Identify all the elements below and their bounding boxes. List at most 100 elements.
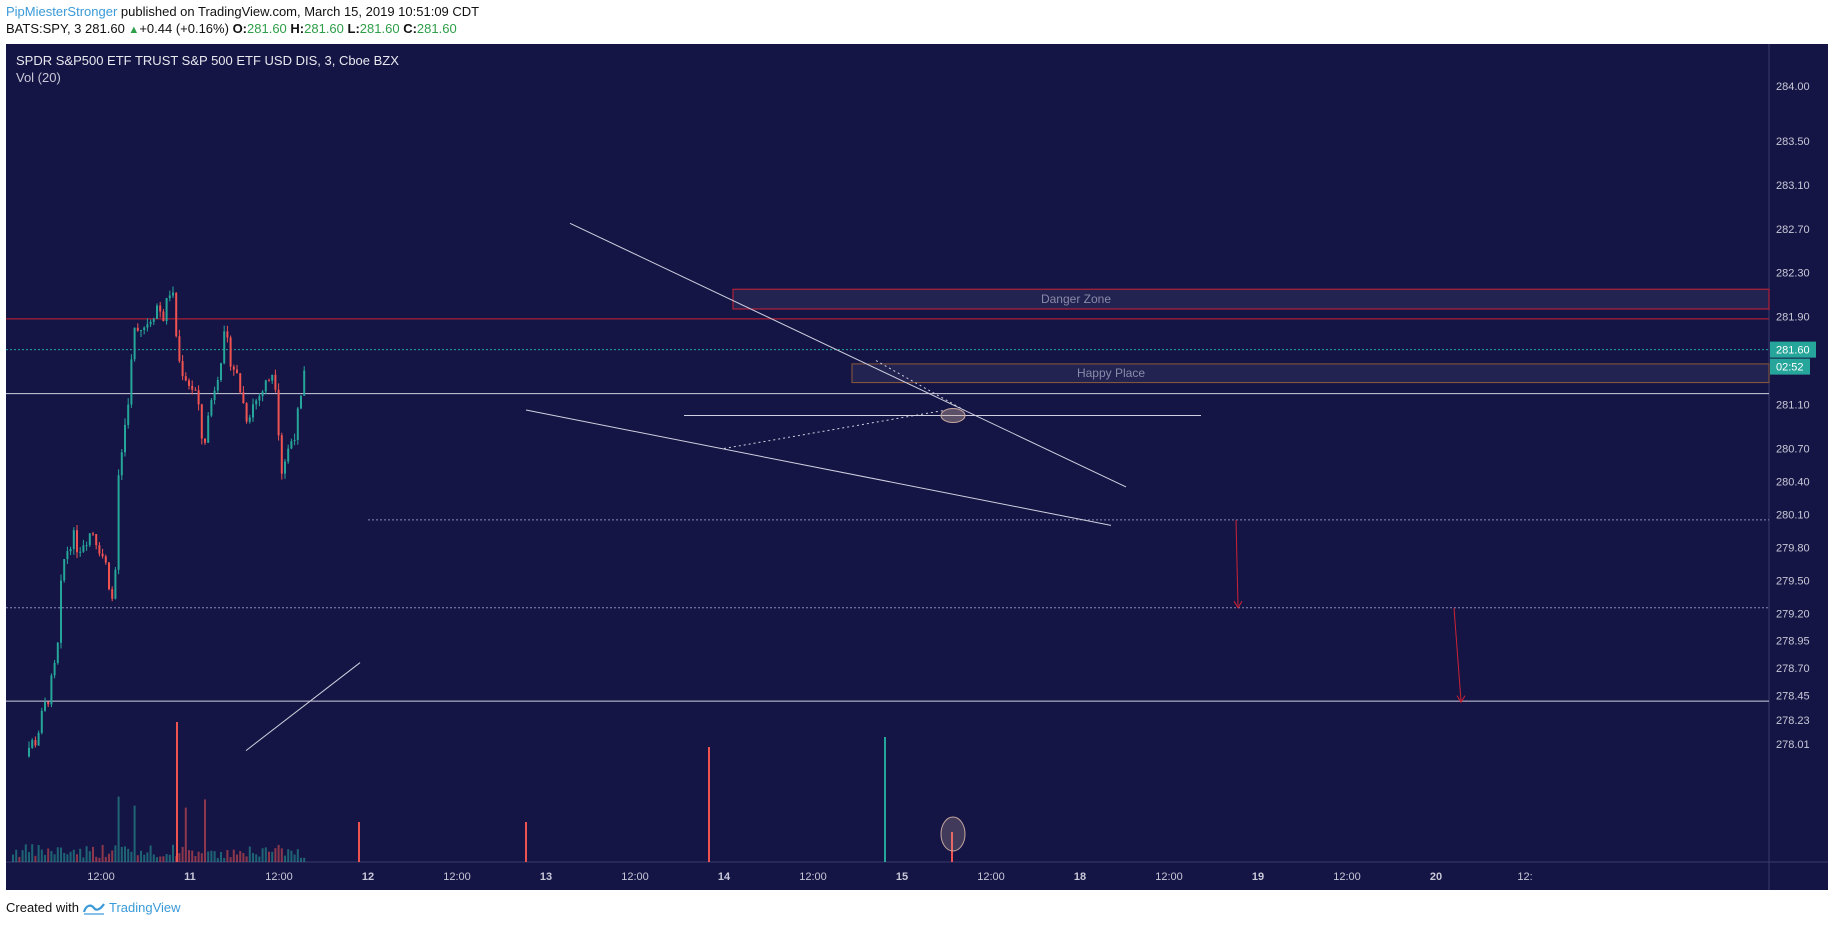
dotted-trendline-upper	[875, 360, 965, 411]
price-change: +0.44 (+0.16%)	[139, 21, 229, 36]
candle-body	[245, 403, 248, 422]
volume-bar	[290, 850, 293, 862]
candle-body	[264, 380, 267, 392]
breakout-ellipse	[940, 408, 966, 424]
price-tick-label: 280.40	[1776, 476, 1810, 488]
volume-bar	[162, 856, 165, 862]
candle-body	[53, 662, 56, 676]
candle-body	[239, 373, 242, 393]
candle-body	[191, 385, 194, 390]
arrow-head-icon	[1233, 600, 1243, 609]
candle-body	[280, 435, 283, 474]
volume-bar	[21, 850, 24, 862]
volume-spike	[884, 737, 886, 862]
price-axis-bg	[1769, 44, 1828, 890]
volume-bar	[40, 849, 43, 862]
time-tick-label: 12:00	[1155, 871, 1183, 883]
price-tick-label: 280.70	[1776, 443, 1810, 455]
author-link[interactable]: PipMiesterStronger	[6, 4, 118, 19]
candle-body	[284, 461, 286, 474]
candle-body	[143, 327, 146, 330]
candle-body	[172, 292, 174, 296]
time-tick-label: 12:	[1517, 871, 1532, 883]
volume-bar	[114, 845, 117, 862]
high-value: 281.60	[304, 21, 344, 36]
volume-bar	[181, 846, 184, 862]
volume-bar	[133, 805, 136, 862]
zones: Danger Zone Happy Place	[732, 288, 1770, 384]
price-tick-label: 279.50	[1776, 575, 1810, 587]
last-price: 281.60	[85, 21, 125, 36]
volume-bar	[271, 851, 274, 862]
candle-body	[85, 545, 88, 547]
candle-body	[232, 366, 235, 370]
volume-bar	[79, 848, 82, 862]
volume-bar	[28, 852, 30, 862]
volume-spike	[708, 747, 710, 862]
candle-body	[165, 298, 168, 322]
candle-body	[274, 374, 277, 390]
footer: Created with TradingView	[6, 900, 181, 915]
price-tags: 281.60 02:52	[1770, 341, 1816, 375]
time-tick-label: 12:00	[1333, 871, 1361, 883]
volume-bar	[127, 848, 130, 862]
candle-body	[149, 321, 152, 325]
candle-body	[44, 701, 46, 711]
volume-bar	[229, 857, 232, 862]
candle-body	[79, 551, 82, 553]
volume-bar	[76, 854, 78, 862]
volume-bar	[124, 846, 126, 862]
volume-bar	[296, 849, 299, 862]
volume-bar	[252, 852, 254, 862]
volume-bar	[63, 852, 66, 862]
volume-ellipse	[940, 816, 966, 852]
candle-body	[40, 710, 43, 733]
volume-bar	[98, 857, 101, 862]
volume-bar	[277, 844, 280, 862]
candle-body	[111, 589, 114, 599]
chart-title: SPDR S&P500 ETF TRUST S&P 500 ETF USD DI…	[16, 53, 399, 68]
candle-body	[271, 374, 274, 381]
last-price-tag	[1770, 341, 1816, 358]
candle-body	[188, 380, 190, 386]
lower-trendline	[525, 409, 1112, 526]
candle-body	[213, 390, 216, 401]
danger-zone-box	[732, 288, 1770, 310]
volume-bar	[239, 851, 242, 862]
price-tick-label: 283.10	[1776, 180, 1810, 192]
volume-bar	[31, 844, 34, 862]
countdown-tag-text: 02:52	[1776, 362, 1804, 374]
volume-bar	[184, 807, 187, 862]
price-tick-label: 279.80	[1776, 542, 1810, 554]
time-tick-label: 13	[540, 871, 552, 883]
created-with-text: Created with	[6, 900, 79, 915]
volume-bar	[220, 851, 222, 862]
candle-body	[303, 370, 306, 396]
target-arrow-1	[1235, 519, 1239, 606]
candle-body	[127, 404, 130, 425]
candle-body	[242, 392, 245, 404]
volume-bar	[130, 851, 133, 862]
volume-bar	[18, 856, 21, 862]
tradingview-link[interactable]: TradingView	[108, 900, 181, 915]
candle-body	[248, 417, 251, 422]
time-tick-label: 14	[718, 871, 731, 883]
candle-body	[63, 559, 66, 581]
low-value: 281.60	[359, 21, 400, 36]
candle-body	[197, 390, 200, 405]
volume-spike	[358, 822, 360, 862]
price-chart[interactable]: Danger Zone Happy Place 284.00 283.50 283.1…	[6, 44, 1828, 890]
volume-spike	[525, 822, 527, 862]
price-tick-label: 278.45	[1776, 691, 1810, 703]
candle-body	[216, 379, 219, 391]
candle-body	[252, 404, 254, 418]
candle-body	[66, 551, 69, 560]
volume-bar	[261, 848, 264, 862]
price-tick-label: 281.10	[1776, 400, 1810, 412]
volume-bar	[92, 846, 94, 862]
candle-body	[95, 534, 98, 546]
volume-bar	[149, 845, 152, 862]
time-tick-label: 12:00	[87, 871, 115, 883]
volume-bar	[280, 848, 283, 862]
published-text: published on TradingView.com, March 15, …	[120, 4, 480, 19]
